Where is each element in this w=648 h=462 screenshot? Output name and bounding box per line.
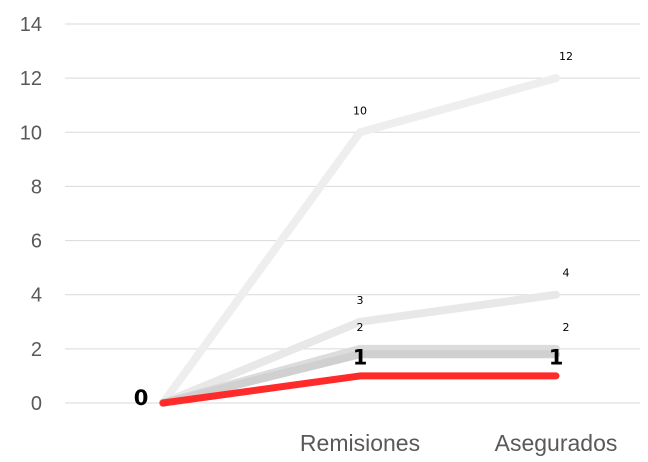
- y-tick-label: 2: [31, 339, 42, 361]
- y-tick-label: 6: [31, 231, 42, 253]
- y-tick-label: 4: [31, 285, 42, 307]
- grid: [65, 23, 640, 404]
- data-label: 4: [563, 267, 570, 280]
- series-line-5: [159, 372, 560, 407]
- data-label: 0: [134, 386, 149, 410]
- y-axis-ticks: 0 2 4 6 8 10 12 14: [20, 14, 42, 415]
- data-label: 1: [549, 345, 564, 369]
- data-label: 10: [353, 104, 367, 117]
- data-label: 1: [353, 345, 368, 369]
- y-tick-label: 10: [20, 122, 42, 144]
- y-tick-label: 0: [31, 393, 42, 415]
- series-line-1: [159, 74, 560, 407]
- x-category-label: Remisiones: [300, 430, 420, 456]
- x-category-label: Asegurados: [495, 430, 618, 456]
- series-line-2: [159, 290, 560, 407]
- y-tick-label: 14: [20, 14, 42, 36]
- data-label: 12: [559, 50, 573, 63]
- data-label: 2: [357, 321, 364, 334]
- data-label: 3: [357, 294, 364, 307]
- data-label: 2: [563, 321, 570, 334]
- y-tick-label: 12: [20, 68, 42, 90]
- y-tick-label: 8: [31, 176, 42, 198]
- x-axis-categories: Remisiones Asegurados: [300, 430, 617, 456]
- series-line-4: [159, 350, 560, 407]
- series-lines: [159, 74, 560, 407]
